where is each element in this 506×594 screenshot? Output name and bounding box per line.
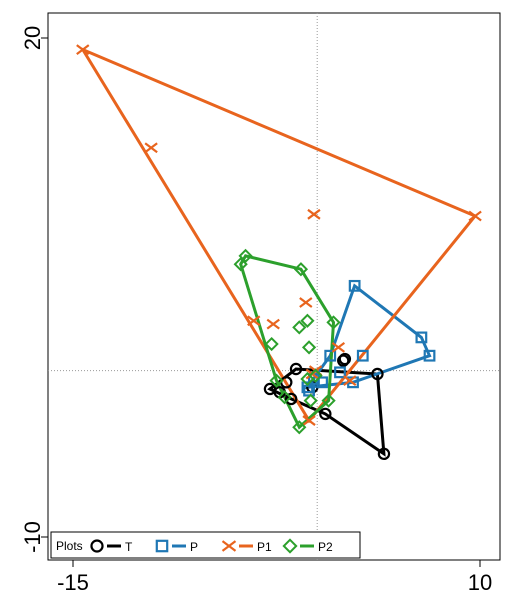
legend-entry-p2: P2 <box>282 538 333 554</box>
series-p2-points <box>233 248 341 435</box>
plot-frame <box>47 12 501 561</box>
series-p2-point <box>303 393 318 408</box>
series-t-hull <box>267 367 386 457</box>
series-p2-point <box>277 390 292 405</box>
legend-marker-t <box>90 539 104 553</box>
series-p2-point <box>233 257 248 272</box>
series-p-point <box>324 349 337 362</box>
series-p2-point <box>293 262 309 277</box>
series-p-point <box>356 349 369 362</box>
series-t-point <box>377 447 391 461</box>
series-p1-point <box>302 415 316 426</box>
series-p1-point <box>331 342 346 353</box>
series-p1-point <box>76 44 90 56</box>
series-p1-hull <box>79 46 478 424</box>
series-p2-point <box>308 368 323 383</box>
series-p2-point <box>269 373 284 388</box>
y-tick-label: 20 <box>20 26 45 50</box>
x-tick-label: 10 <box>468 570 492 594</box>
series-p-point <box>301 381 314 394</box>
legend-label-p2: P2 <box>318 540 333 554</box>
series-p2-point <box>264 336 279 352</box>
series-p-point <box>423 349 436 362</box>
y-tick-label: -10 <box>20 521 45 553</box>
series-p2-point <box>238 248 253 264</box>
series-t-point <box>284 392 298 406</box>
series-p2-point <box>300 313 315 328</box>
series-p-point <box>348 279 361 292</box>
series-t-point <box>371 367 384 381</box>
series-p2-point <box>321 393 336 408</box>
series-p2-point <box>292 420 307 435</box>
series-p2-point <box>300 371 315 387</box>
series-t-point <box>338 352 352 366</box>
series-t-point <box>319 407 332 421</box>
legend-marker-p1 <box>221 540 237 552</box>
series-p1-point <box>247 315 261 327</box>
legend-label-t: T <box>125 540 133 554</box>
legend-marker-p2 <box>282 538 298 554</box>
series-p1-point <box>343 375 357 387</box>
series-p1-point <box>468 210 482 222</box>
series-p-point <box>334 366 346 379</box>
legend-entry-p: P <box>155 539 198 554</box>
series-p1-point <box>144 142 158 154</box>
series-p2-point <box>301 340 317 355</box>
legend: Plots T P P1 P2 <box>50 531 361 559</box>
series-t-point <box>337 354 350 367</box>
series-t-point <box>289 362 303 376</box>
x-tick-label: -15 <box>57 570 89 594</box>
legend-entry-t: T <box>90 539 133 554</box>
series-p-point <box>316 376 328 389</box>
legend-title: Plots <box>56 539 83 553</box>
series-p1-point <box>307 208 321 220</box>
legend-marker-p <box>155 539 169 553</box>
legend-label-p1: P1 <box>257 540 272 554</box>
legend-entry-p1: P1 <box>221 540 272 554</box>
point-layer <box>76 44 482 461</box>
series-p2-point <box>326 315 341 330</box>
series-p1-point <box>266 318 280 330</box>
legend-label-p: P <box>190 540 198 554</box>
axis-layer: -15 10 20 -10 <box>20 26 492 594</box>
series-t-points <box>263 352 391 461</box>
series-p-point <box>415 331 428 344</box>
series-p1-point <box>299 297 313 308</box>
series-p2-point <box>292 320 307 335</box>
